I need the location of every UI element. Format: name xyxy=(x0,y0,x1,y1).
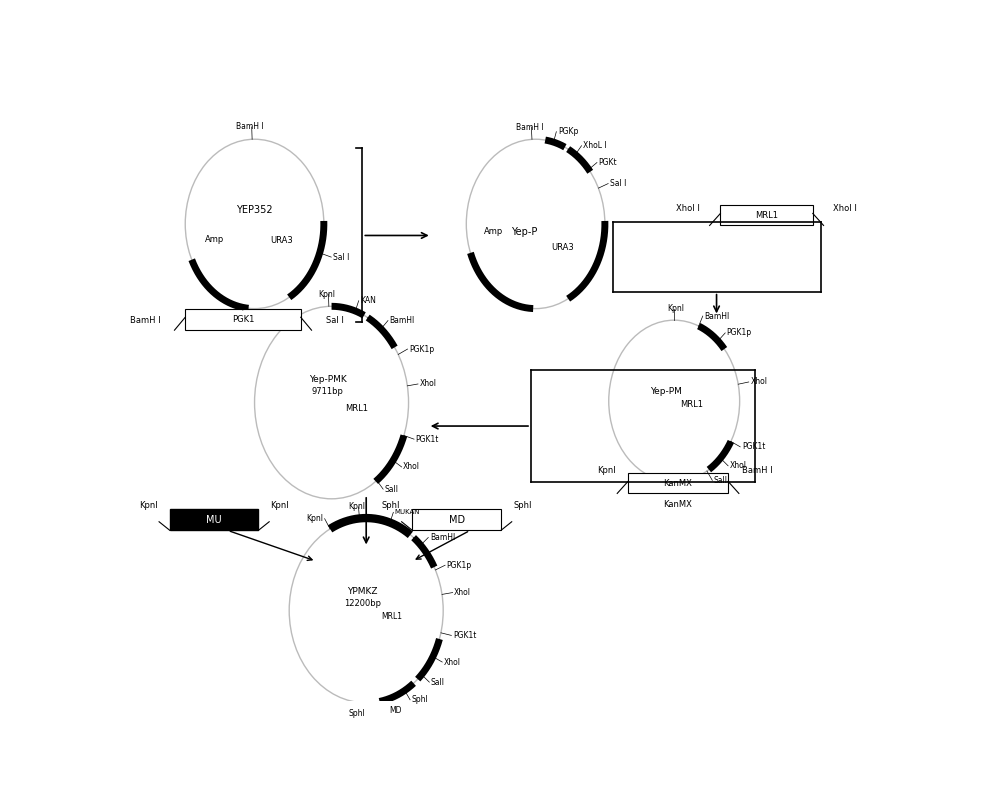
Text: PGK1p: PGK1p xyxy=(727,329,752,337)
Text: Xhol: Xhol xyxy=(454,588,471,597)
Text: SalI: SalI xyxy=(714,476,728,485)
Text: BamH I: BamH I xyxy=(130,316,161,325)
Text: XhoL I: XhoL I xyxy=(583,141,607,151)
Text: KanMX: KanMX xyxy=(664,500,692,509)
Text: Amp: Amp xyxy=(205,235,224,243)
Text: Yep-P: Yep-P xyxy=(511,227,537,236)
Text: KpnI: KpnI xyxy=(597,466,616,475)
Text: Yep-PM: Yep-PM xyxy=(651,387,682,396)
Text: BamH I: BamH I xyxy=(516,122,544,132)
Text: Xhol: Xhol xyxy=(730,461,747,470)
Text: KanMX: KanMX xyxy=(664,479,692,488)
Text: BamH I: BamH I xyxy=(742,466,773,475)
Bar xyxy=(170,509,258,530)
Text: PGKt: PGKt xyxy=(598,158,617,167)
Text: SalI: SalI xyxy=(431,678,445,686)
Text: BamHI: BamHI xyxy=(390,316,415,325)
Text: Sal I: Sal I xyxy=(610,179,626,188)
Text: MUKAN: MUKAN xyxy=(395,509,420,515)
Text: PGK1t: PGK1t xyxy=(742,442,765,452)
Text: KpnI: KpnI xyxy=(318,289,335,299)
Text: MD: MD xyxy=(389,706,401,715)
Text: Xhol: Xhol xyxy=(444,657,461,667)
Text: YPMKZ: YPMKZ xyxy=(347,587,378,596)
Text: URA3: URA3 xyxy=(270,236,293,245)
Bar xyxy=(720,206,813,225)
Bar xyxy=(628,474,728,493)
Text: XhoI I: XhoI I xyxy=(676,204,700,213)
Bar xyxy=(412,509,501,530)
Text: MRL1: MRL1 xyxy=(382,612,403,621)
Text: MD: MD xyxy=(449,515,465,525)
Text: MRL1: MRL1 xyxy=(345,404,368,413)
Text: XhoI I: XhoI I xyxy=(833,204,857,213)
Text: KpnI: KpnI xyxy=(667,304,684,313)
Text: PGK1t: PGK1t xyxy=(416,435,439,444)
Text: BamHI: BamHI xyxy=(430,533,455,542)
Text: SphI: SphI xyxy=(513,501,532,511)
Text: KpnI: KpnI xyxy=(306,515,323,523)
Bar xyxy=(185,309,301,330)
Text: SphI: SphI xyxy=(412,695,428,704)
Text: KpnI: KpnI xyxy=(348,503,365,511)
Text: PGKp: PGKp xyxy=(558,127,578,136)
Text: MU: MU xyxy=(206,515,222,525)
Text: MRL1: MRL1 xyxy=(755,211,778,220)
Text: SalI: SalI xyxy=(385,485,399,493)
Text: Yep-PMK: Yep-PMK xyxy=(309,375,347,384)
Text: SphI: SphI xyxy=(382,501,400,511)
Text: BamHI: BamHI xyxy=(704,311,730,321)
Text: Sal I: Sal I xyxy=(333,253,349,262)
Text: SphI: SphI xyxy=(349,708,365,718)
Text: PGK1p: PGK1p xyxy=(447,561,472,570)
Text: Sal I: Sal I xyxy=(326,316,344,325)
Text: URA3: URA3 xyxy=(551,243,574,251)
Text: KAN: KAN xyxy=(360,296,376,305)
Text: PGK1t: PGK1t xyxy=(453,631,476,640)
Text: BamH I: BamH I xyxy=(236,122,264,132)
Text: PGK1: PGK1 xyxy=(232,315,254,324)
Text: Xhol: Xhol xyxy=(403,463,420,471)
Text: YEP352: YEP352 xyxy=(236,205,273,215)
Text: KpnI: KpnI xyxy=(139,501,158,511)
Text: 12200bp: 12200bp xyxy=(344,599,381,608)
Text: Xhol: Xhol xyxy=(420,380,437,388)
Text: MRL1: MRL1 xyxy=(680,400,703,410)
Text: Xhol: Xhol xyxy=(750,377,767,386)
Text: Amp: Amp xyxy=(484,227,503,236)
Text: PGK1p: PGK1p xyxy=(409,344,434,354)
Text: 9711bp: 9711bp xyxy=(312,387,344,396)
Text: KpnI: KpnI xyxy=(271,501,289,511)
